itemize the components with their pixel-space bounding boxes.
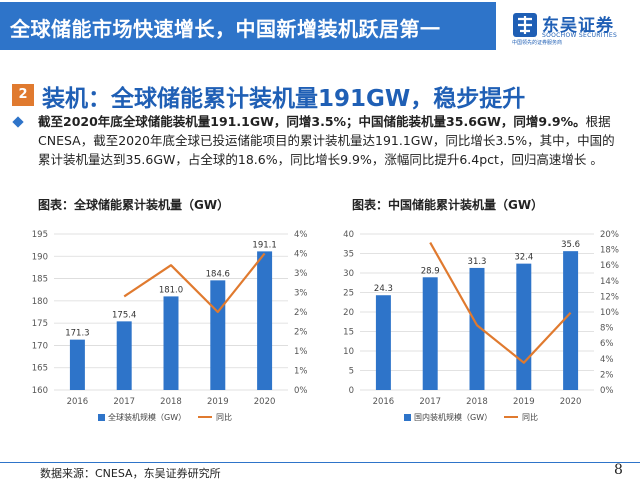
y-tick-label: 20 bbox=[343, 308, 354, 318]
bar-value-label: 171.3 bbox=[65, 329, 89, 339]
y2-tick-label: 12% bbox=[600, 292, 619, 302]
y-tick-label: 15 bbox=[343, 328, 354, 338]
legend-swatch-bar bbox=[98, 414, 105, 421]
bar-value-label: 175.4 bbox=[112, 310, 136, 320]
y-tick-label: 165 bbox=[32, 364, 48, 374]
section-title: 装机：全球储能累计装机量191GW，稳步提升 bbox=[42, 86, 526, 112]
y2-tick-label: 2% bbox=[294, 308, 308, 318]
y-tick-label: 25 bbox=[343, 289, 354, 299]
y2-tick-label: 0% bbox=[294, 386, 308, 396]
header-title-box: 全球储能市场快速增长，中国新增装机跃居第一 bbox=[0, 2, 496, 50]
legend-label-line: 同比 bbox=[522, 412, 538, 422]
y-tick-label: 35 bbox=[343, 250, 354, 260]
y2-tick-label: 20% bbox=[600, 230, 619, 240]
bar-value-label: 32.4 bbox=[514, 253, 533, 263]
y2-tick-label: 10% bbox=[600, 308, 619, 318]
bar bbox=[69, 339, 85, 390]
section-number: 2 bbox=[12, 84, 34, 106]
bar-value-label: 31.3 bbox=[468, 257, 487, 267]
bar-value-label: 28.9 bbox=[421, 266, 440, 276]
bar-value-label: 191.1 bbox=[252, 240, 276, 250]
y2-tick-label: 4% bbox=[294, 230, 308, 240]
y2-tick-label: 1% bbox=[294, 367, 308, 377]
china-storage-chart: 0 5 10 15 20 25 30 35 40 0% 2% 4% 6% 8% 10% 12% 14% 16% 18… bbox=[343, 230, 619, 422]
y2-tick-label: 3% bbox=[294, 289, 308, 299]
bar bbox=[563, 251, 579, 390]
y-tick-label: 10 bbox=[343, 347, 354, 357]
x-tick-label: 2020 bbox=[560, 397, 582, 407]
bar bbox=[375, 295, 391, 390]
y2-tick-label: 0% bbox=[600, 386, 614, 396]
y2-tick-label: 1% bbox=[294, 347, 308, 357]
bar-value-label: 24.3 bbox=[374, 284, 393, 294]
y2-tick-label: 4% bbox=[294, 250, 308, 260]
y-tick-label: 40 bbox=[343, 230, 354, 240]
y-tick-label: 185 bbox=[32, 275, 48, 285]
x-tick-label: 2019 bbox=[513, 397, 535, 407]
legend-swatch-bar bbox=[404, 414, 411, 421]
bar bbox=[116, 321, 132, 390]
x-tick-label: 2016 bbox=[373, 397, 395, 407]
y2-tick-label: 2% bbox=[294, 328, 308, 338]
bar-value-label: 181.0 bbox=[159, 285, 183, 295]
y2-tick-label: 2% bbox=[600, 370, 614, 380]
y2-tick-label: 14% bbox=[600, 277, 619, 287]
y2-tick-label: 18% bbox=[600, 246, 619, 256]
bar-value-label: 35.6 bbox=[561, 240, 580, 250]
bar bbox=[257, 251, 273, 390]
logo-name: 东吴证券 bbox=[542, 16, 614, 36]
yoy-line bbox=[123, 252, 266, 314]
x-tick-label: 2020 bbox=[254, 397, 276, 407]
body-paragraph: 截至2020年底全球储能装机量191.1GW，同增3.5%；中国储能装机量35.… bbox=[38, 112, 624, 169]
header-bar: 全球储能市场快速增长，中国新增装机跃居第一 东吴证券 SOOCHOW SECUR… bbox=[0, 0, 640, 52]
y-tick-label: 160 bbox=[32, 386, 48, 396]
logo-icon bbox=[513, 13, 537, 37]
x-tick-label: 2018 bbox=[160, 397, 182, 407]
bullet-icon bbox=[12, 116, 24, 128]
yoy-line bbox=[429, 242, 572, 364]
bar bbox=[210, 280, 226, 390]
bar bbox=[422, 277, 438, 390]
footer-divider bbox=[0, 462, 640, 463]
global-storage-chart: 160 165 170 175 180 185 190 195 0% 1% 1% 2% 2% 3% 3% 4%… bbox=[32, 230, 308, 422]
y2-tick-label: 8% bbox=[600, 324, 614, 334]
company-logo: 东吴证券 SOOCHOW SECURITIES 中国领先的证券服务商 bbox=[512, 12, 634, 46]
y-tick-label: 195 bbox=[32, 230, 48, 240]
y-tick-label: 190 bbox=[32, 252, 48, 262]
page-number: 8 bbox=[614, 462, 623, 478]
page-title: 全球储能市场快速增长，中国新增装机跃居第一 bbox=[10, 17, 441, 41]
body-text: 根据CNESA，截至2020年底全球已投运储能项目的累计装机量达191.1GW，… bbox=[38, 114, 615, 167]
legend-label-line: 同比 bbox=[216, 412, 232, 422]
x-tick-label: 2016 bbox=[67, 397, 89, 407]
bar bbox=[516, 263, 532, 390]
chart-title-china: 图表：中国储能累计装机量（GW） bbox=[352, 198, 544, 212]
y-tick-label: 5 bbox=[349, 367, 354, 377]
chart-title-global: 图表：全球储能累计装机量（GW） bbox=[38, 198, 230, 212]
bar-value-label: 184.6 bbox=[206, 269, 230, 279]
bar bbox=[163, 296, 179, 390]
x-tick-label: 2017 bbox=[419, 397, 441, 407]
y2-tick-label: 3% bbox=[294, 269, 308, 279]
logo-tagline: 中国领先的证券服务商 bbox=[512, 40, 563, 46]
x-tick-label: 2017 bbox=[113, 397, 135, 407]
x-tick-label: 2018 bbox=[466, 397, 488, 407]
bar bbox=[469, 267, 485, 390]
y-tick-label: 30 bbox=[343, 269, 354, 279]
y-tick-label: 180 bbox=[32, 297, 48, 307]
y-tick-label: 175 bbox=[32, 319, 48, 329]
legend-label-bar: 国内装机规模（GW） bbox=[414, 412, 492, 422]
logo-en: SOOCHOW SECURITIES bbox=[542, 32, 618, 39]
body-bold-lead: 截至2020年底全球储能装机量191.1GW，同增3.5%；中国储能装机量35.… bbox=[38, 114, 586, 129]
y2-tick-label: 6% bbox=[600, 339, 614, 349]
y-tick-label: 170 bbox=[32, 341, 48, 351]
y2-tick-label: 16% bbox=[600, 261, 619, 271]
x-tick-label: 2019 bbox=[207, 397, 229, 407]
y2-tick-label: 4% bbox=[600, 355, 614, 365]
footer-source: 数据来源：CNESA，东吴证券研究所 bbox=[40, 467, 221, 480]
y-tick-label: 0 bbox=[349, 386, 354, 396]
legend-label-bar: 全球装机规模（GW） bbox=[108, 412, 186, 422]
